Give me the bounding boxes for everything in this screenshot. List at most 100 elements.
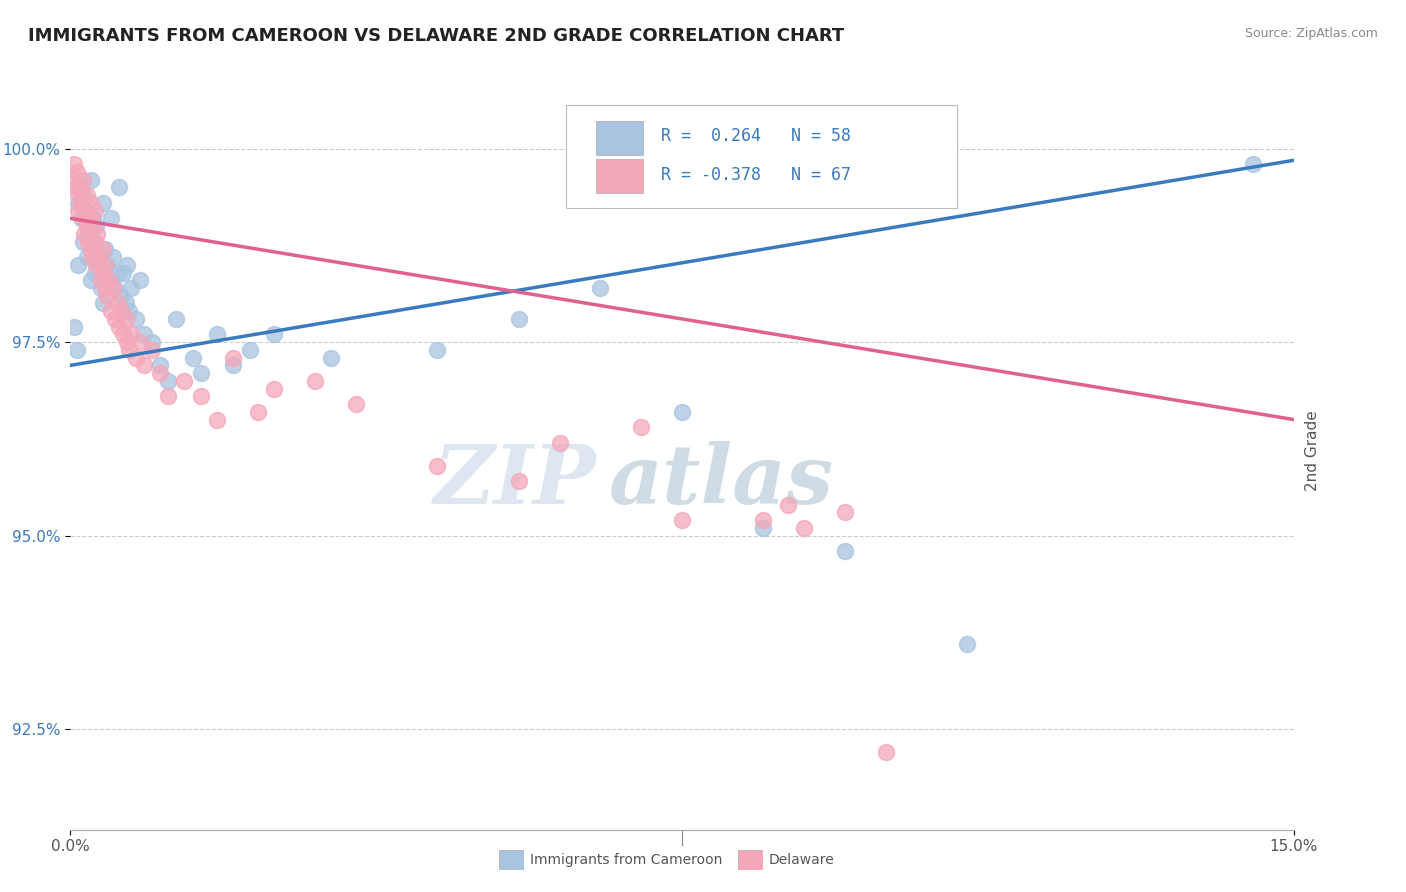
Point [66, 165, 89, 179]
Point [82, 250, 104, 264]
Point [90, 273, 112, 287]
Point [83, 235, 105, 249]
Point [508, 475, 530, 489]
Y-axis label: 2nd Grade: 2nd Grade [1305, 410, 1320, 491]
Point [205, 412, 228, 426]
Point [82, 219, 104, 233]
Point [83, 266, 105, 280]
Point [834, 544, 856, 558]
Point [834, 505, 856, 519]
Point [128, 273, 150, 287]
Point [246, 405, 269, 419]
Point [76, 188, 98, 202]
Point [77, 211, 100, 226]
Point [118, 304, 141, 318]
Point [141, 335, 163, 350]
Point [1241, 157, 1264, 171]
Point [671, 513, 693, 527]
Point [63, 319, 86, 334]
Point [73, 203, 96, 218]
Point [190, 389, 212, 403]
Point [117, 335, 139, 350]
Point [222, 351, 245, 365]
FancyBboxPatch shape [565, 105, 957, 208]
Point [76, 219, 98, 233]
Point [181, 351, 204, 365]
Point [86, 219, 108, 233]
Point [96, 289, 118, 303]
Point [96, 258, 118, 272]
Point [73, 203, 96, 218]
Point [589, 281, 612, 295]
Point [110, 289, 132, 303]
Point [72, 211, 94, 226]
Point [132, 327, 155, 342]
Point [72, 172, 94, 186]
Point [114, 296, 136, 310]
Point [752, 521, 775, 535]
Bar [596, 159, 643, 193]
Point [110, 304, 132, 318]
Point [508, 312, 530, 326]
Point [118, 343, 141, 357]
Point [98, 273, 121, 287]
Point [132, 359, 155, 373]
Text: R =  0.264   N = 58: R = 0.264 N = 58 [661, 127, 851, 145]
Text: R = -0.378   N = 67: R = -0.378 N = 67 [661, 166, 851, 185]
Point [222, 359, 245, 373]
Point [91, 195, 114, 210]
Point [91, 296, 114, 310]
Point [128, 335, 150, 350]
Point [87, 250, 110, 264]
Point [875, 745, 897, 759]
Point [100, 304, 122, 318]
Point [157, 374, 180, 388]
Point [149, 366, 172, 380]
Point [205, 327, 228, 342]
Point [107, 266, 129, 280]
Point [94, 258, 117, 272]
Point [76, 250, 98, 264]
Point [101, 281, 124, 295]
Point [121, 281, 143, 295]
Point [101, 250, 124, 264]
Point [190, 366, 212, 380]
Point [117, 258, 139, 272]
Point [548, 435, 571, 450]
Point [69, 180, 91, 194]
Point [321, 351, 343, 365]
Text: IMMIGRANTS FROM CAMEROON VS DELAWARE 2ND GRADE CORRELATION CHART: IMMIGRANTS FROM CAMEROON VS DELAWARE 2ND… [28, 27, 845, 45]
Point [93, 281, 115, 295]
Point [173, 374, 195, 388]
Point [67, 258, 90, 272]
Point [79, 242, 103, 256]
Point [83, 203, 105, 218]
Point [91, 242, 114, 256]
Point [630, 420, 652, 434]
Point [82, 211, 104, 226]
Point [124, 312, 146, 326]
Point [70, 211, 93, 226]
Point [79, 273, 103, 287]
Point [112, 266, 135, 280]
Point [108, 319, 131, 334]
Text: Delaware: Delaware [769, 853, 835, 867]
Point [63, 157, 86, 171]
Point [66, 343, 89, 357]
Point [956, 637, 979, 651]
Point [98, 273, 121, 287]
Point [62, 172, 84, 186]
Point [90, 281, 112, 295]
Point [104, 312, 127, 326]
Point [67, 188, 90, 202]
Text: ZIP: ZIP [433, 441, 596, 521]
Point [79, 172, 103, 186]
Point [67, 195, 90, 210]
Point [67, 203, 90, 218]
Point [344, 397, 367, 411]
Point [76, 219, 98, 233]
Point [100, 211, 122, 226]
Point [65, 180, 87, 194]
Point [79, 195, 103, 210]
Point [93, 242, 115, 256]
